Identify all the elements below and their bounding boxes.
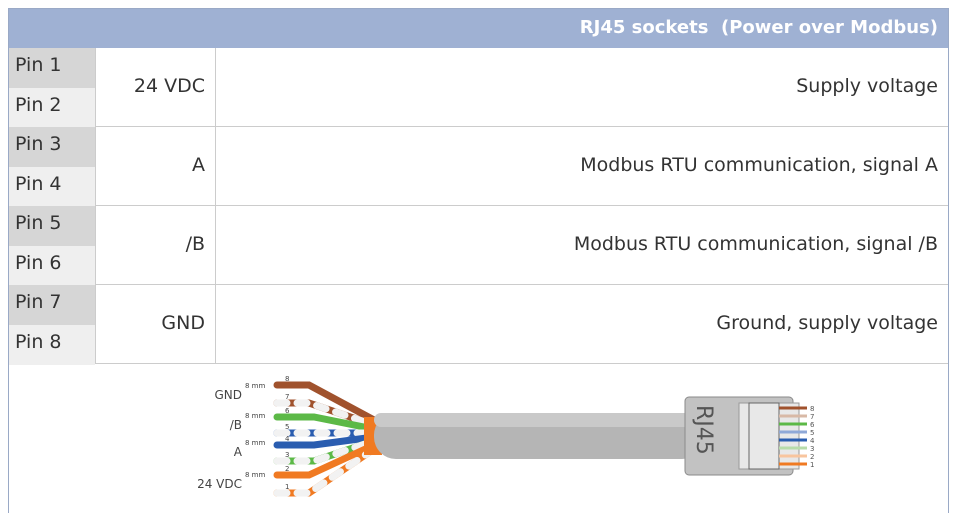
plug-pin: 1: [810, 461, 814, 469]
plug-pin: 5: [810, 429, 814, 437]
description-cell: Modbus RTU communication, signal A: [215, 127, 948, 206]
description-cell: Modbus RTU communication, signal /B: [215, 206, 948, 285]
strip-length: 8 mm: [245, 439, 265, 447]
plug-pin: 4: [810, 437, 815, 445]
signal-cell: A: [95, 127, 215, 206]
plug-pin: 7: [810, 413, 814, 421]
strip-length: 8 mm: [245, 382, 265, 390]
wire-pin: 6: [285, 407, 290, 415]
wire-label: /B: [230, 418, 242, 432]
description-cell: Ground, supply voltage: [215, 285, 948, 364]
wire-label: 24 VDC: [197, 477, 242, 491]
plug-pin: 6: [810, 421, 815, 429]
pin-cell: Pin 3: [9, 127, 95, 167]
wire-label: GND: [214, 388, 242, 402]
pin-cell: Pin 6: [9, 246, 95, 286]
wire-pin: 5: [285, 423, 289, 431]
signal-cell: /B: [95, 206, 215, 285]
wire-label: A: [234, 445, 243, 459]
strip-length: 8 mm: [245, 471, 265, 479]
plug-label: RJ45: [691, 405, 716, 455]
wire-pin: 4: [285, 435, 290, 443]
wire-pin: 1: [285, 483, 289, 491]
pin-cell: Pin 2: [9, 88, 95, 128]
pin-cell: Pin 4: [9, 167, 95, 207]
pin-cell: Pin 8: [9, 325, 95, 365]
wire-pin: 8: [285, 375, 289, 383]
table-header: RJ45 sockets (Power over Modbus): [9, 9, 948, 48]
plug-pin: 2: [810, 453, 814, 461]
wire-pin: 3: [285, 451, 289, 459]
plug-pin: 8: [810, 405, 814, 413]
pin-cell: Pin 7: [9, 285, 95, 325]
description-cell: Supply voltage: [215, 48, 948, 127]
wire-pin: 2: [285, 465, 289, 473]
signal-cell: 24 VDC: [95, 48, 215, 127]
pin-cell: Pin 1: [9, 48, 95, 88]
table-frame: [8, 8, 949, 513]
plug-pin: 3: [810, 445, 814, 453]
pin-cell: Pin 5: [9, 206, 95, 246]
cable-illustration: RJ45 8 7 6 5 4 3 2 1 GND /B A 24 VDC 8 m…: [197, 375, 815, 497]
signal-cell: GND: [95, 285, 215, 364]
strip-length: 8 mm: [245, 412, 265, 420]
wire-pin: 7: [285, 393, 289, 401]
